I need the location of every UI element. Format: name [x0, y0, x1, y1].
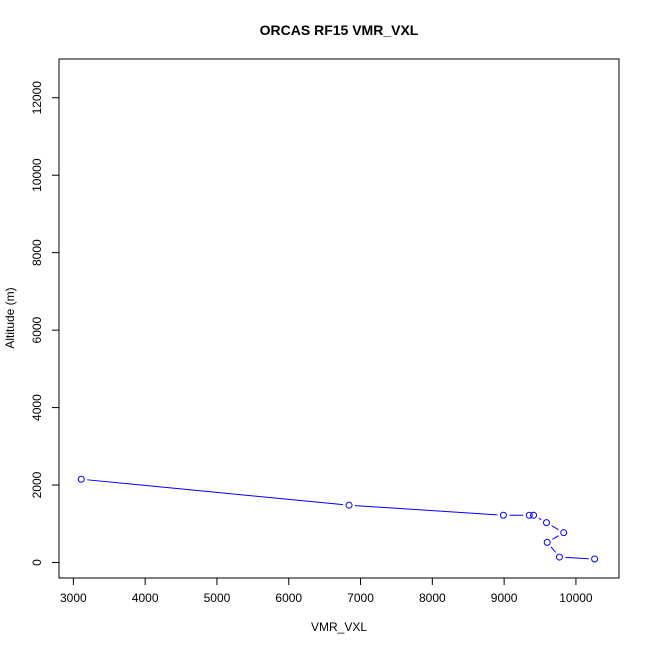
series-line-segment [565, 556, 589, 560]
y-axis-label: Altitude (m) [3, 287, 17, 348]
plot-frame [58, 58, 620, 579]
series-line-segment [551, 525, 559, 531]
y-tick-label: 8000 [30, 239, 44, 266]
series-0 [77, 475, 599, 563]
y-tick-label: 6000 [30, 316, 44, 343]
data-point [77, 475, 85, 483]
y-tick-label: 10000 [30, 158, 44, 192]
y-tick-label: 4000 [30, 394, 44, 421]
series-layer [77, 475, 599, 563]
series-line-segment [552, 535, 559, 540]
data-point [591, 555, 599, 563]
y-axis: 0 2000 4000 6000 8000 10000 12000 [30, 81, 60, 566]
y-tick-label: 0 [30, 559, 44, 566]
data-point [530, 511, 538, 519]
x-tick-label: 3000 [60, 591, 87, 605]
y-tick-label: 12000 [30, 81, 44, 115]
series-line-segment [87, 479, 344, 506]
data-point [555, 553, 563, 561]
y-tick-label: 2000 [30, 471, 44, 498]
x-tick-label: 7000 [347, 591, 374, 605]
x-axis-label: VMR_VXL [311, 620, 367, 634]
x-tick-label: 8000 [419, 591, 446, 605]
data-point [345, 501, 353, 509]
data-point [499, 511, 507, 519]
x-axis: 3000 4000 5000 6000 7000 8000 9000 10000 [60, 577, 593, 605]
series-line-segment [355, 505, 498, 516]
data-point [543, 538, 551, 546]
x-tick-label: 9000 [491, 591, 518, 605]
series-line-segment [550, 546, 556, 553]
x-tick-label: 10000 [559, 591, 593, 605]
series-line-segment [538, 517, 542, 521]
x-tick-label: 4000 [132, 591, 159, 605]
data-point [525, 511, 533, 519]
chart-title: ORCAS RF15 VMR_VXL [260, 22, 419, 38]
x-tick-label: 6000 [275, 591, 302, 605]
data-point [560, 529, 568, 537]
data-point [542, 519, 550, 527]
x-tick-label: 5000 [204, 591, 231, 605]
